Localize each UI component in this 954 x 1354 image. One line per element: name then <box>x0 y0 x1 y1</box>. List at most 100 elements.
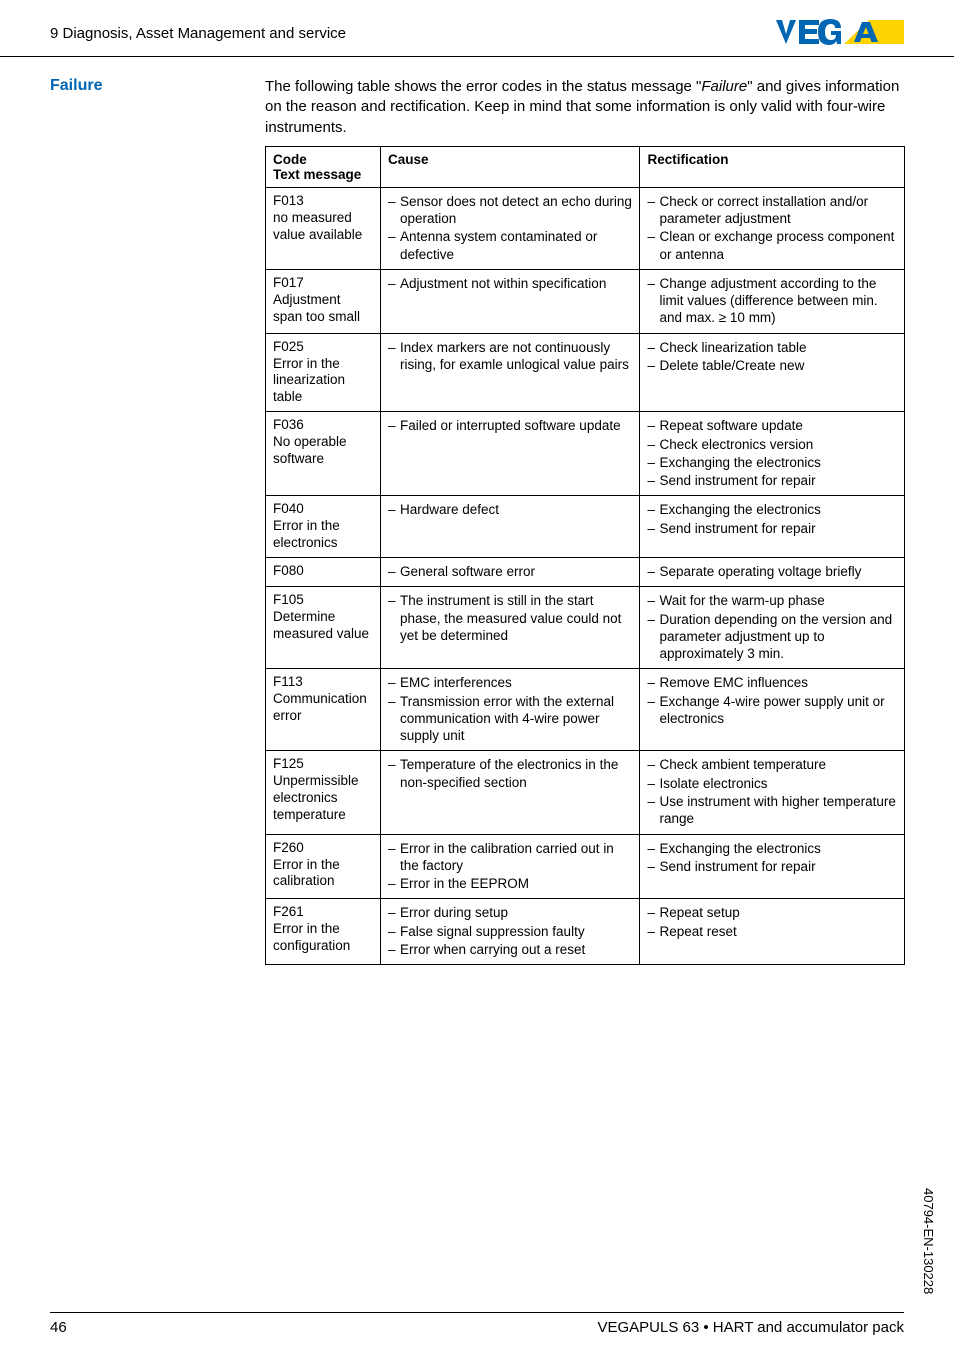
code-value: F017 <box>273 275 373 290</box>
code-value: F040 <box>273 501 373 516</box>
cause-cell: Adjustment not within specification <box>380 269 640 333</box>
section-intro-text: The following table shows the error code… <box>265 77 904 138</box>
cause-item: Error when carrying out a reset <box>388 941 633 958</box>
col-code: Code Text message <box>266 146 381 187</box>
cause-item: Antenna system contaminated or defective <box>388 228 633 263</box>
rectification-cell: Separate operating voltage briefly <box>640 558 905 587</box>
cause-cell: Sensor does not detect an echo during op… <box>380 187 640 269</box>
table-row: F040 Error in the electronics Hardware def… <box>266 496 905 558</box>
code-text-message: no measured value available <box>273 210 373 244</box>
code-cell: F105 Determine measured value <box>266 587 381 669</box>
table-row: F080 General software error Separate opera… <box>266 558 905 587</box>
header-section-title: 9 Diagnosis, Asset Management and servic… <box>50 25 346 42</box>
code-text-message: No operable software <box>273 434 373 468</box>
rectification-item: Separate operating voltage briefly <box>647 563 897 580</box>
cause-cell: Error during setupFalse signal suppressi… <box>380 899 640 965</box>
table-body: F013no measured value availableSensor do… <box>266 187 905 964</box>
error-codes-table: Code Text message Cause Rectification F0… <box>265 146 905 965</box>
rectification-item: Check electronics version <box>647 436 897 453</box>
cause-item: Adjustment not within specification <box>388 275 633 292</box>
code-text-message: Error in the linearization table <box>273 356 373 407</box>
cause-item: Index markers are not continuously risin… <box>388 339 633 374</box>
rectification-item: Exchanging the electronics <box>647 501 897 518</box>
code-value: F125 <box>273 756 373 771</box>
code-text-message: Adjustment span too small <box>273 292 373 326</box>
cause-item: Sensor does not detect an echo during op… <box>388 193 633 228</box>
code-value: F036 <box>273 417 373 432</box>
code-value: F261 <box>273 904 373 919</box>
rectification-cell: Check ambient temperatureIsolate electro… <box>640 751 905 834</box>
code-text-message: Determine measured value <box>273 609 373 643</box>
rectification-item: Repeat reset <box>647 923 897 940</box>
table-container: Code Text message Cause Rectification F0… <box>265 146 904 965</box>
cause-cell: General software error <box>380 558 640 587</box>
cause-cell: Index markers are not continuously risin… <box>380 333 640 412</box>
rectification-item: Repeat software update <box>647 417 897 434</box>
code-cell: F040 Error in the electronics <box>266 496 381 558</box>
table-row: F036 No operable software Failed or interr… <box>266 412 905 496</box>
table-row: F113Communication errorEMC interferences… <box>266 669 905 751</box>
code-cell: F113 Communication error <box>266 669 381 751</box>
cause-item: Error in the EEPROM <box>388 875 633 892</box>
rectification-item: Exchanging the electronics <box>647 840 897 857</box>
code-value: F025 <box>273 339 373 354</box>
table-row: F105 Determine measured value The instrume… <box>266 587 905 669</box>
cause-item: Error in the calibration carried out in … <box>388 840 633 875</box>
code-value: F080 <box>273 563 373 578</box>
code-text-message: Error in the electronics <box>273 518 373 552</box>
table-row: F017 Adjustment span too small Adjustment … <box>266 269 905 333</box>
code-cell: F260 Error in the calibration <box>266 834 381 899</box>
code-value: F260 <box>273 840 373 855</box>
cause-item: EMC interferences <box>388 674 633 691</box>
section-intro-row: Failure The following table shows the er… <box>50 77 904 138</box>
code-text-message: Unpermissible electronics temperature <box>273 773 373 824</box>
rectification-item: Repeat setup <box>647 904 897 921</box>
cause-cell: Temperature of the electronics in the no… <box>380 751 640 834</box>
code-cell: F013no measured value available <box>266 187 381 269</box>
table-row: F260 Error in the calibration Error in the… <box>266 834 905 899</box>
cause-cell: Failed or interrupted software update <box>380 412 640 496</box>
rectification-item: Check linearization table <box>647 339 897 356</box>
cause-cell: Error in the calibration carried out in … <box>380 834 640 899</box>
code-value: F105 <box>273 592 373 607</box>
code-cell: F036 No operable software <box>266 412 381 496</box>
rectification-item: Change adjustment according to the limit… <box>647 275 897 327</box>
code-value: F113 <box>273 674 373 689</box>
rectification-item: Send instrument for repair <box>647 858 897 875</box>
cause-item: False signal suppression faulty <box>388 923 633 940</box>
rectification-item: Isolate electronics <box>647 775 897 792</box>
cause-item: Temperature of the electronics in the no… <box>388 756 633 791</box>
col-rect: Rectification <box>640 146 905 187</box>
cause-cell: EMC interferences Transmission error with… <box>380 669 640 751</box>
rectification-cell: Repeat software update Check electronics … <box>640 412 905 496</box>
rectification-item: Check or correct installation and/or par… <box>647 193 897 228</box>
rectification-cell: Remove EMC influences Exchange 4-wire pow… <box>640 669 905 751</box>
code-text-message: Communication error <box>273 691 373 725</box>
col-code-label: Code <box>273 152 307 167</box>
table-header-row: Code Text message Cause Rectification <box>266 146 905 187</box>
code-text-message: Error in the calibration <box>273 857 373 891</box>
rectification-item: Send instrument for repair <box>647 520 897 537</box>
cause-cell: Hardware defect <box>380 496 640 558</box>
rectification-item: Remove EMC influences <box>647 674 897 691</box>
document-id-vertical: 40794-EN-130228 <box>921 1188 936 1294</box>
code-text-message: Error in the configuration <box>273 921 373 955</box>
rectification-item: Exchange 4-wire power supply unit or ele… <box>647 693 897 728</box>
code-cell: F125 Unpermissible electronics temperatur… <box>266 751 381 834</box>
section-label: Failure <box>50 77 225 138</box>
page-header: 9 Diagnosis, Asset Management and servic… <box>0 0 954 57</box>
cause-item: Transmission error with the external com… <box>388 693 633 745</box>
cause-item: Hardware defect <box>388 501 633 518</box>
rectification-cell: Check or correct installation and/or par… <box>640 187 905 269</box>
code-cell: F261 Error in the configuration <box>266 899 381 965</box>
code-cell: F017 Adjustment span too small <box>266 269 381 333</box>
cause-item: The instrument is still in the start pha… <box>388 592 633 644</box>
rectification-cell: Change adjustment according to the limit… <box>640 269 905 333</box>
vega-logo <box>774 18 904 48</box>
rectification-item: Use instrument with higher temperature r… <box>647 793 897 828</box>
col-code-sub: Text message <box>273 167 361 182</box>
code-cell: F080 <box>266 558 381 587</box>
rectification-item: Duration depending on the version and pa… <box>647 611 897 663</box>
rectification-cell: Exchanging the electronics Send instrumen… <box>640 496 905 558</box>
cause-item: Failed or interrupted software update <box>388 417 633 434</box>
